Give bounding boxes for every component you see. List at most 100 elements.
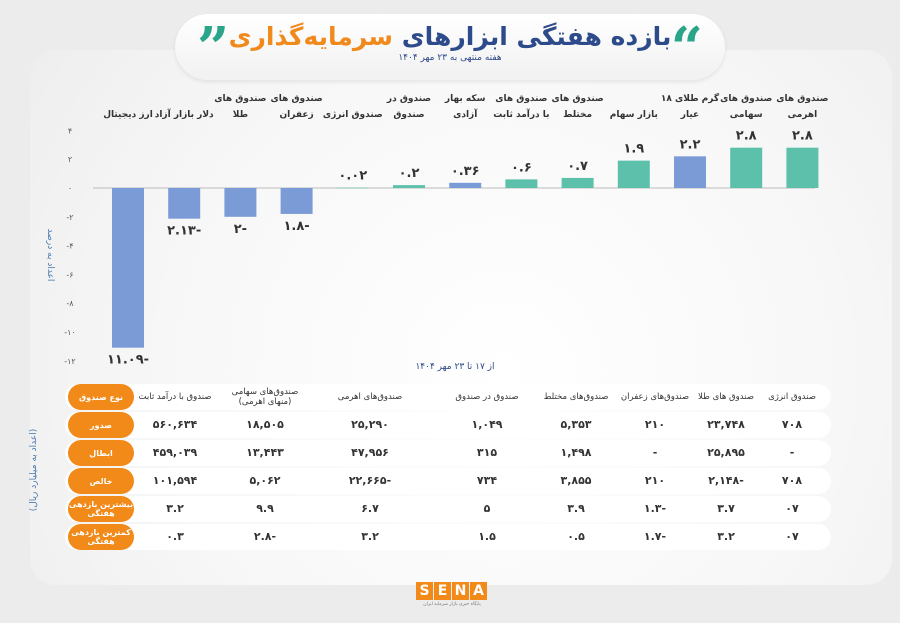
category-label: گرم طلای ۱۸ [661,92,720,104]
table-cell: ۲۱۰ [644,418,666,431]
column-header: صندوق‌های سهامی (منهای اهرمی) [231,387,299,407]
category-label: ارز دیجیتال [103,110,153,120]
table-cell: ۱۳,۴۴۳ [246,446,284,459]
bar-value-label: -۱.۸ [283,219,309,234]
category-label: سکه بهار [444,94,486,104]
bar-value-label: ۲.۸ [792,129,813,144]
category-label: صندوق های [551,94,603,104]
category-label: بازار سهام [610,110,658,120]
y-tick-label: -۴ [66,242,73,251]
logo-letter: N [452,582,469,600]
y-tick-label: -۲ [66,213,73,222]
column-header: صندوق با درآمد ثابت [138,392,212,402]
logo-tagline: پایگاه خبری بازار سرمایه ایران [423,602,481,607]
row-label: صدور [68,412,134,438]
bar-value-label: -۲ [234,222,247,237]
y-tick-label: -۱۰ [64,328,75,337]
y-tick-label: -۸ [66,299,74,308]
category-label: مختلط [563,110,592,120]
title-highlight: سرمایه‌گذاری [228,22,394,51]
table-header-row: نوع صندوق صندوق با درآمد ثابت صندوق‌های سه… [65,384,831,410]
category-label: صندوق های [270,94,322,104]
table-cell: - [789,446,795,459]
page-title: بازده هفتگی ابزارهای سرمایه‌گذاری [175,22,725,51]
y-axis-label: اعداد به درصد [45,229,55,282]
bar-value-label: ۱.۹ [623,142,644,157]
y-tick-label: ۴ [68,126,72,135]
bar [112,188,144,348]
table-cell: ۲۵,۲۹۰ [351,418,389,431]
bar [393,185,425,188]
y-tick-label: -۱۲ [64,357,75,366]
row-label: خالص [68,468,134,494]
table-cell: -۱.۷ [643,530,667,543]
column-header: صندوق‌های اهرمی [337,392,403,402]
bar-value-label: -۱۱.۰۹ [107,353,149,368]
table-cell: ۶.۷ [361,502,379,515]
category-label: صندوق های [495,94,547,104]
table-row: بیشترین بازدهی هفتگی ۳.۲ ۹.۹ ۶.۷ ۵ ۳.۹ -۱.۳ ۳.۷… [65,496,831,522]
row-label: کمترین بازدهی هفتگی [68,524,134,550]
bar [280,188,313,214]
bar [674,156,706,188]
category-label: صندوق های [776,94,828,104]
table-cell: ۲۵,۸۹۵ [707,446,745,459]
table-cell: ۷۳۴ [476,474,498,487]
bar [336,187,369,189]
title-banner: ” “ بازده هفتگی ابزارهای سرمایه‌گذاری هف… [175,14,725,80]
category-label: آزادی [453,108,478,120]
bar-value-label: ۰.۶ [511,160,532,175]
table-cell: ۱,۰۴۹ [471,418,503,431]
table-cell: ۵,۳۵۳ [560,418,592,431]
table-cell: ۴۵۹,۰۳۹ [152,446,198,459]
subtitle: هفته منتهی به ۲۳ مهر ۱۴۰۴ [398,53,502,63]
table-unit-label: (اعداد به میلیارد ریال) [29,428,39,512]
table-cell: ۱.۵ [478,530,496,543]
bar-value-label: ۲.۲ [680,137,701,152]
category-label: سهامی [730,110,763,120]
table-cell: -۲,۱۴۸ [708,474,744,487]
row-label: ابطال [68,440,134,466]
table-cell: ۳.۷ [717,502,735,515]
bar [561,177,594,188]
bar [449,182,482,188]
column-header: صندوق های طلا [698,392,754,402]
bar-chart: ۴ ۲ ۰ -۲ -۴ -۶ -۸ -۱۰ -۱۲ -۱۱.۰۹ ارز دیجیتال -۲.۱۳ د… [45,92,829,372]
column-header: صندوق در صندوق [455,392,519,402]
table-cell: ۳.۹ [567,502,585,515]
bar [786,147,819,188]
bar [730,147,763,188]
table-cell: ۷۰۸ [781,418,803,431]
category-label: صندوق انرژی [323,110,383,120]
table-row: کمترین بازدهی هفتگی ۰.۳ -۲.۸ ۳.۲ ۱.۵ ۰.۵ -۱.۷ ۳… [65,524,831,550]
logo-letter: S [416,582,433,600]
table-cell: ۳.۲ [361,530,379,543]
table-cell: ۵۶۰,۶۳۴ [152,418,198,431]
y-tick-label: -۶ [66,270,73,279]
table-cell: -۲۲,۶۶۵ [348,474,392,487]
column-header: صندوق‌های زعفران [620,392,690,402]
title-main: بازده هفتگی ابزارهای [401,22,672,51]
bar-value-label: -۲.۱۳ [167,224,201,239]
bar [224,188,257,217]
category-label: صندوق های [214,94,266,104]
table-cell: ۱۸,۵۰۵ [246,418,284,431]
logo-letter: A [470,582,487,600]
bar [617,160,650,188]
table-cell: - [652,446,658,459]
category-label: طلا [233,110,248,120]
row-label: نوع صندوق [68,384,134,410]
quote-close-icon: “ [670,15,703,81]
table-cell: ۵,۰۶۲ [249,474,281,487]
table-cell: ۴۷,۹۵۶ [351,446,389,459]
bar-value-label: ۰.۲ [399,166,420,181]
table-cell: ۵ [483,502,491,515]
table-row: خالص ۱۰۱,۵۹۴ ۵,۰۶۲ -۲۲,۶۶۵ ۷۳۴ ۳,۸۵۵ ۲۱۰ -۲,۱۴۸… [65,468,831,494]
bar-value-label: ۰.۷ [567,159,588,174]
table-cell: -۲.۸ [253,530,277,543]
bar [168,188,201,219]
bar-value-label: ۰.۰۲ [338,169,367,184]
category-label: عیار [680,110,699,120]
category-label: صندوق در [386,94,431,104]
